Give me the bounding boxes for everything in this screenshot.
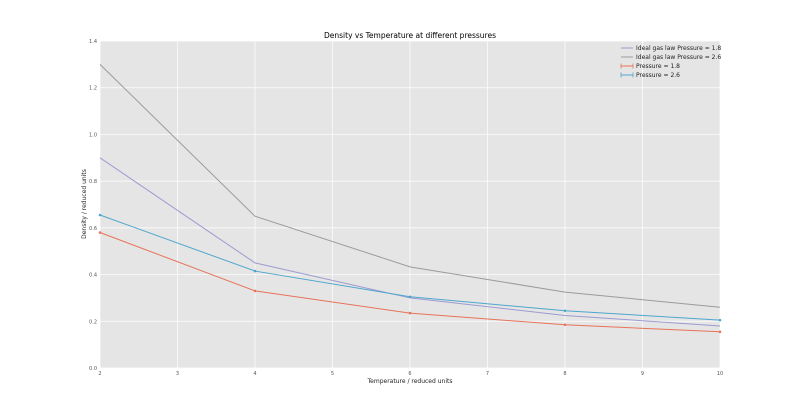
x-tick-label-6: 8: [563, 371, 566, 377]
y-tick-label-6: 1.2: [89, 86, 97, 92]
legend-label-3: Pressure = 2.6: [636, 72, 680, 79]
series-2-point-2: [408, 311, 412, 315]
y-tick-label-2: 0.4: [89, 273, 97, 279]
series-2-point-4: [718, 330, 722, 334]
x-axis-label: Temperature / reduced units: [367, 378, 453, 385]
series-3-point-2: [408, 295, 412, 299]
series-2-point-0: [98, 231, 102, 234]
x-tick-label-7: 9: [641, 371, 644, 377]
legend: Ideal gas law Pressure = 1.8 Ideal gas l…: [620, 45, 721, 79]
series-layer: [98, 64, 722, 334]
chart-title: Density vs Temperature at different pres…: [324, 31, 496, 40]
x-tick-label-2: 4: [253, 371, 256, 377]
tick-labels: 2 3 4 5 6 7 8 9 10 0.0 0.2 0.4 0.6 0.8 1.0 1.2 1.4: [89, 39, 723, 377]
y-tick-label-0: 0.0: [89, 366, 97, 372]
x-tick-label-5: 7: [486, 371, 489, 377]
series-2-point-1: [253, 289, 257, 293]
legend-label-2: Pressure = 1.8: [636, 63, 680, 70]
series-2-point-3: [563, 323, 567, 327]
x-tick-label-0: 2: [98, 371, 101, 377]
y-tick-label-7: 1.4: [89, 39, 97, 45]
x-tick-label-1: 3: [176, 371, 179, 377]
series-3-point-1: [253, 269, 257, 273]
y-axis-label: Density / reduced units: [81, 169, 88, 239]
series-3-point-3: [563, 309, 567, 313]
y-tick-label-1: 0.2: [89, 319, 97, 325]
x-tick-label-8: 10: [717, 371, 723, 377]
y-tick-label-5: 1.0: [89, 132, 97, 138]
y-tick-label-4: 0.8: [89, 179, 97, 185]
series-3-point-4: [718, 318, 722, 322]
legend-label-0: Ideal gas law Pressure = 1.8: [636, 45, 721, 52]
legend-label-1: Ideal gas law Pressure = 2.6: [636, 54, 721, 61]
x-tick-label-3: 5: [331, 371, 334, 377]
series-line-1: [99, 64, 721, 308]
y-tick-label-3: 0.6: [89, 226, 97, 232]
gridlines: [99, 40, 721, 369]
x-tick-label-4: 6: [408, 371, 411, 377]
series-3-point-0: [98, 213, 102, 217]
